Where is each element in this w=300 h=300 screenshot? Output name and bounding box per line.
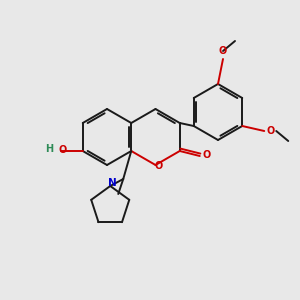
Text: O: O [59,145,67,155]
Text: O: O [154,161,163,171]
Text: O: O [219,46,227,56]
Text: O: O [266,126,275,136]
Text: H: H [45,144,53,154]
Text: O: O [202,150,211,160]
Text: N: N [108,178,117,188]
